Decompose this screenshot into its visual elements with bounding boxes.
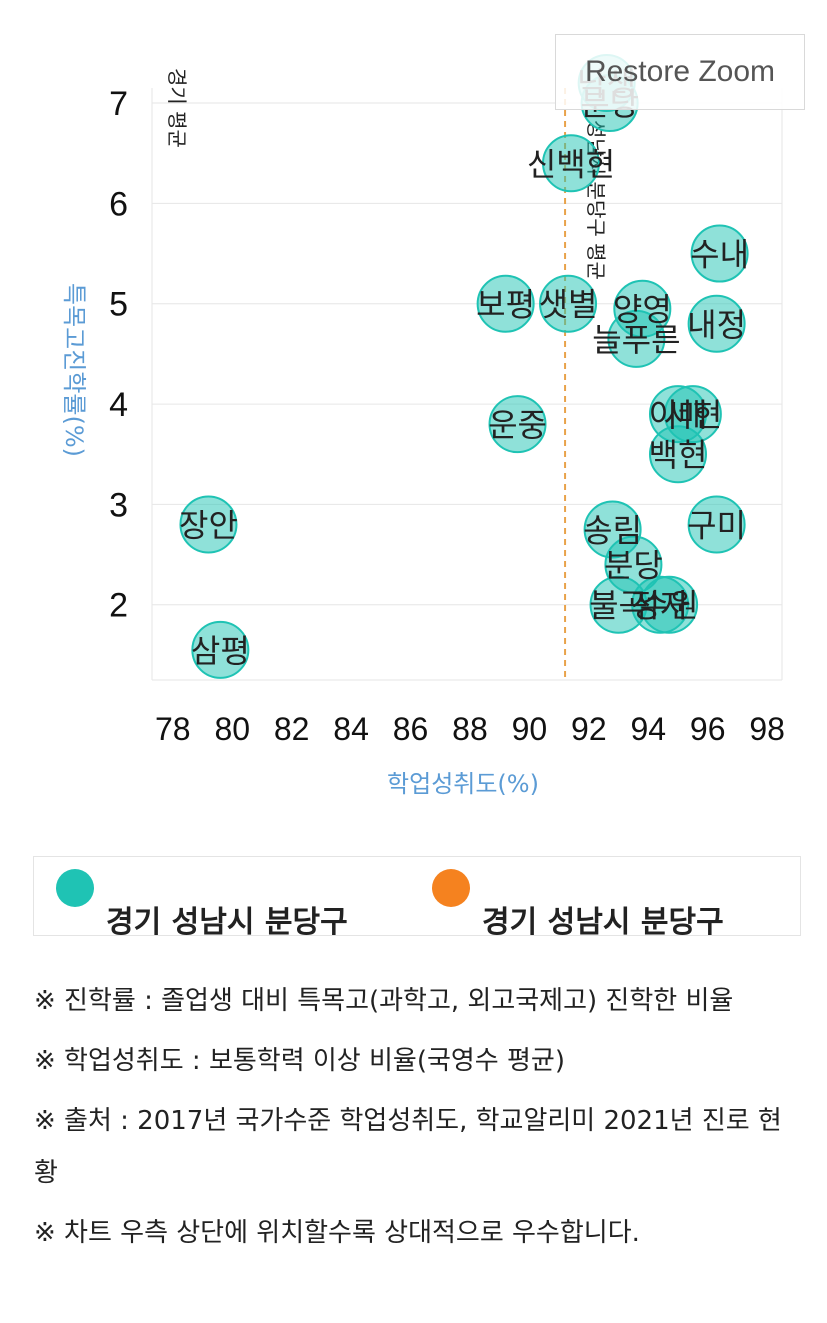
y-tick-label: 5 [109, 286, 128, 324]
x-tick-label: 78 [155, 711, 191, 747]
x-tick-label: 94 [630, 711, 666, 747]
y-tick-label: 6 [109, 185, 128, 223]
data-label: 장안 [179, 506, 238, 544]
reference-line-label: 경기 평균 [165, 68, 189, 148]
data-label: 수원 [640, 587, 699, 625]
y-axis-title: 특목고진학률(%) [60, 283, 88, 457]
data-label: 분당 [604, 547, 663, 585]
data-points: 장안삼평운중보평샛별신백현낙생분당양영늘푸른수내내정이매서현백현구미송림분당불곡… [179, 53, 749, 679]
data-label: 구미 [687, 506, 746, 544]
legend-item-bundang[interactable]: 경기 성남시 분당구 [56, 869, 348, 941]
x-tick-label: 92 [571, 711, 607, 747]
legend: 경기 성남시 분당구 경기 성남시 분당구 [33, 856, 801, 940]
axes: 2 3 4 5 6 7 78 80 82 84 86 88 90 92 94 96 98 학업성취도(%) 특목고진… [60, 85, 785, 798]
data-label: 삼평 [191, 632, 250, 670]
grid-lines [151, 88, 783, 681]
footnotes: ※ 진학률 : 졸업생 대비 특목고(과학고, 외고국제고) 진학한 비율 ※ … [34, 975, 804, 1267]
data-label: 이매 [649, 396, 708, 434]
data-point [687, 294, 746, 353]
legend-swatch [56, 869, 94, 907]
data-point [539, 274, 598, 333]
x-tick-label: 98 [749, 711, 785, 747]
note-advancement-rate: ※ 진학률 : 졸업생 대비 특목고(과학고, 외고국제고) 진학한 비율 [34, 986, 734, 1016]
y-tick-label: 2 [109, 587, 128, 625]
restore-zoom-button[interactable]: Restore Zoom [555, 34, 805, 110]
y-tick-label: 7 [109, 85, 128, 123]
note-achievement: ※ 학업성취도 : 보통학력 이상 비율(국영수 평균) [34, 1046, 565, 1076]
data-point [488, 395, 547, 454]
x-tick-label: 84 [333, 711, 369, 747]
data-point [640, 575, 699, 634]
data-point [648, 425, 707, 484]
data-label: 늘푸른 [592, 321, 680, 359]
data-label: 샛별 [539, 286, 598, 324]
y-tick-label: 4 [109, 386, 128, 424]
x-tick-label: 88 [452, 711, 488, 747]
data-label: 서현 [663, 396, 722, 434]
y-tick-label: 3 [109, 486, 128, 524]
data-point [542, 134, 601, 193]
data-point [179, 495, 238, 554]
x-tick-label: 86 [393, 711, 429, 747]
legend-label: 경기 성남시 분당구 [106, 905, 348, 940]
legend-swatch [432, 869, 470, 907]
data-label: 신백현 [527, 145, 615, 183]
x-tick-label: 80 [214, 711, 250, 747]
data-label: 수내 [690, 236, 749, 274]
note-source: ※ 출처 : 2017년 국가수준 학업성취도, 학교알리미 2021년 진로 … [34, 1106, 782, 1188]
x-tick-label: 90 [512, 711, 548, 747]
scatter-chart: 2 3 4 5 6 7 78 80 82 84 86 88 90 92 94 96 98 학업성취도(%) 특목고진… [60, 53, 785, 798]
note-interpretation: ※ 차트 우측 상단에 위치할수록 상대적으로 우수합니다. [34, 1218, 640, 1248]
data-point [690, 224, 749, 283]
data-point [191, 620, 250, 679]
data-label: 백현 [649, 436, 708, 474]
data-point [687, 495, 746, 554]
x-axis-title: 학업성취도(%) [387, 770, 539, 798]
data-label: 내정 [687, 306, 746, 344]
x-tick-label: 96 [690, 711, 726, 747]
data-point [476, 274, 535, 333]
data-label: 운중 [488, 406, 547, 444]
data-point [607, 309, 666, 368]
legend-item-bundang-2[interactable]: 경기 성남시 분당구 [432, 869, 724, 941]
legend-label: 경기 성남시 분당구 [482, 905, 724, 940]
data-label: 불곡 [589, 587, 648, 625]
x-tick-label: 82 [274, 711, 310, 747]
data-label: 송림 [583, 511, 642, 549]
data-label: 양영 [613, 291, 672, 329]
data-label: 보평 [476, 286, 535, 324]
data-label: 정자 [631, 587, 690, 625]
